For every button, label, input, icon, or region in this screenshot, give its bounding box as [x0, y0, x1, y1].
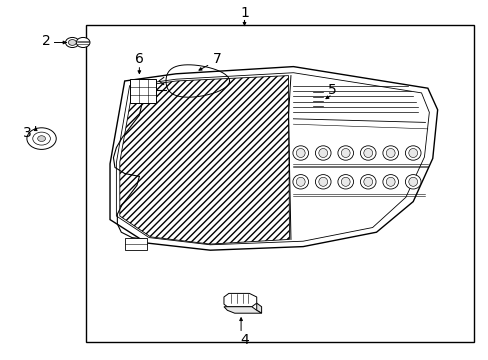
- Ellipse shape: [363, 177, 372, 186]
- Circle shape: [33, 132, 50, 145]
- Ellipse shape: [337, 146, 353, 160]
- Ellipse shape: [296, 149, 305, 158]
- Ellipse shape: [292, 175, 308, 189]
- Text: 2: 2: [42, 35, 51, 48]
- Ellipse shape: [337, 175, 353, 189]
- Ellipse shape: [76, 37, 90, 48]
- Ellipse shape: [341, 149, 349, 158]
- Text: 4: 4: [240, 333, 248, 347]
- Polygon shape: [224, 293, 256, 307]
- Polygon shape: [120, 76, 289, 244]
- Text: 1: 1: [240, 6, 248, 19]
- Text: 6: 6: [135, 53, 143, 66]
- Ellipse shape: [315, 175, 330, 189]
- Ellipse shape: [360, 146, 375, 160]
- Ellipse shape: [292, 146, 308, 160]
- Ellipse shape: [386, 149, 394, 158]
- Text: 7: 7: [213, 53, 222, 66]
- Ellipse shape: [318, 149, 327, 158]
- Polygon shape: [116, 73, 428, 245]
- Bar: [85, 25, 473, 342]
- Circle shape: [27, 128, 56, 149]
- Polygon shape: [224, 307, 261, 313]
- Text: 3: 3: [22, 126, 31, 140]
- Text: 5: 5: [327, 83, 336, 97]
- Bar: [129, 79, 156, 103]
- Bar: [124, 238, 146, 250]
- Polygon shape: [256, 303, 261, 313]
- Circle shape: [38, 136, 45, 141]
- Ellipse shape: [341, 177, 349, 186]
- Ellipse shape: [405, 175, 420, 189]
- Ellipse shape: [382, 175, 398, 189]
- Ellipse shape: [360, 175, 375, 189]
- Ellipse shape: [405, 146, 420, 160]
- Ellipse shape: [363, 149, 372, 158]
- Ellipse shape: [382, 146, 398, 160]
- Ellipse shape: [65, 37, 79, 48]
- Ellipse shape: [68, 40, 76, 45]
- Ellipse shape: [318, 177, 327, 186]
- Ellipse shape: [408, 177, 417, 186]
- Ellipse shape: [408, 149, 417, 158]
- Ellipse shape: [296, 177, 305, 186]
- Polygon shape: [110, 67, 437, 250]
- Ellipse shape: [386, 177, 394, 186]
- Ellipse shape: [315, 146, 330, 160]
